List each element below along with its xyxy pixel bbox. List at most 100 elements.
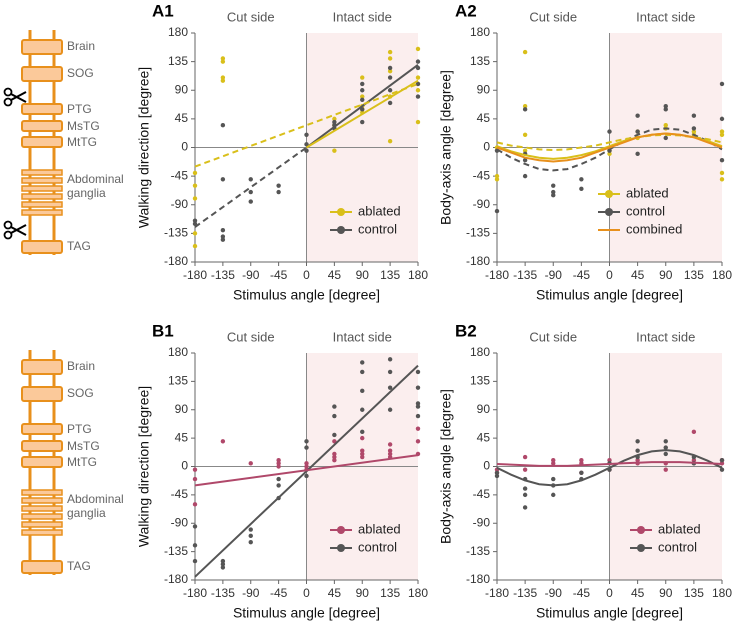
ganglion-label: Abdominal xyxy=(67,172,124,186)
x-tick-label: 135 xyxy=(380,268,400,282)
data-point xyxy=(551,492,556,498)
data-point xyxy=(192,231,198,236)
ganglion xyxy=(21,386,63,402)
data-point xyxy=(276,476,281,482)
x-tick-label: 0 xyxy=(303,268,310,282)
y-tick-label: -135 xyxy=(466,226,490,240)
fit-line xyxy=(305,63,419,149)
y-tick-label: -45 xyxy=(473,168,491,182)
data-point xyxy=(387,88,393,93)
y-tick-label: 180 xyxy=(470,345,490,359)
data-point xyxy=(719,457,725,463)
data-point xyxy=(415,385,421,390)
legend-label: ablated xyxy=(358,203,401,218)
data-point xyxy=(387,75,393,80)
data-point xyxy=(304,445,309,450)
data-point xyxy=(635,129,640,134)
abdominal-ganglion xyxy=(21,209,63,216)
scissors-ring xyxy=(3,87,13,97)
data-point xyxy=(332,432,337,438)
data-point xyxy=(360,119,365,125)
ganglion xyxy=(21,136,63,148)
data-point xyxy=(522,103,528,109)
data-point xyxy=(663,439,668,444)
ganglion-label: MtTG xyxy=(67,135,97,149)
legend-marker xyxy=(605,190,613,198)
x-tick-label: -45 xyxy=(270,268,288,282)
data-point xyxy=(635,113,640,118)
data-point xyxy=(415,81,421,87)
x-tick-label: -45 xyxy=(270,586,288,600)
y-tick-label: 90 xyxy=(175,402,189,416)
scissors-icon xyxy=(3,87,27,107)
x-tick-label: -135 xyxy=(513,268,537,282)
data-point xyxy=(635,151,640,157)
y-tick-label: 0 xyxy=(483,140,490,154)
legend-label: control xyxy=(358,539,397,554)
abdominal-ganglion xyxy=(21,521,63,528)
scissors-ring xyxy=(3,97,13,107)
region-label: Cut side xyxy=(227,9,275,24)
data-point xyxy=(248,527,253,532)
legend-marker xyxy=(337,544,345,552)
data-point xyxy=(522,148,528,153)
y-tick-label: 0 xyxy=(181,140,188,154)
data-point xyxy=(248,461,253,466)
data-point xyxy=(332,457,337,463)
y-tick-label: -45 xyxy=(473,487,491,501)
data-point xyxy=(691,429,697,435)
abdominal-ganglion xyxy=(21,513,63,520)
y-tick-label: 135 xyxy=(168,54,188,68)
data-point xyxy=(332,413,337,419)
data-point xyxy=(635,457,640,463)
data-point xyxy=(663,451,668,457)
ganglion-label: PTG xyxy=(67,102,92,116)
data-point xyxy=(360,97,365,102)
data-point xyxy=(719,158,725,163)
data-point xyxy=(635,439,640,444)
data-point xyxy=(719,132,725,137)
abdominal-ganglion xyxy=(21,193,63,200)
data-point xyxy=(719,467,725,472)
data-point xyxy=(220,177,226,182)
fit-line xyxy=(496,449,723,487)
chart-panel: -180 -135 -90 -45 0 45 90 135 180 -180 -135 -90 -45 0… xyxy=(438,321,733,620)
data-point xyxy=(220,56,226,61)
ganglion xyxy=(21,359,63,375)
data-point xyxy=(360,88,365,93)
data-point xyxy=(387,68,393,74)
data-point xyxy=(192,467,198,472)
data-point xyxy=(220,562,226,567)
data-point xyxy=(607,457,612,463)
data-point xyxy=(387,448,393,453)
x-tick-label: 45 xyxy=(631,268,645,282)
data-point xyxy=(220,75,226,80)
legend-label: control xyxy=(658,539,697,554)
data-point xyxy=(522,107,528,112)
legend-label: control xyxy=(626,203,665,218)
y-tick-label: -45 xyxy=(171,168,189,182)
y-tick-label: 0 xyxy=(483,459,490,473)
data-point xyxy=(192,221,198,227)
y-axis-label: Walking direction [degree] xyxy=(136,386,152,547)
abdominal-ganglion xyxy=(21,489,63,496)
data-point xyxy=(415,94,421,99)
y-tick-label: -90 xyxy=(473,197,491,211)
data-point xyxy=(304,132,309,137)
abdominal-ganglion xyxy=(21,177,63,184)
data-point xyxy=(387,385,393,390)
data-point xyxy=(192,502,198,507)
data-point xyxy=(332,451,337,457)
fit-line xyxy=(496,461,723,467)
chart-panel: -180 -135 -90 -45 0 45 90 135 180 -180 -135 -90 -45 0… xyxy=(438,1,733,302)
data-point xyxy=(522,158,528,163)
ganglion xyxy=(21,66,63,82)
data-point xyxy=(719,170,725,176)
data-point xyxy=(415,75,421,80)
x-tick-label: -90 xyxy=(545,268,563,282)
data-point xyxy=(607,129,612,134)
data-point xyxy=(719,129,725,134)
data-point xyxy=(415,46,421,52)
data-point xyxy=(387,138,393,144)
